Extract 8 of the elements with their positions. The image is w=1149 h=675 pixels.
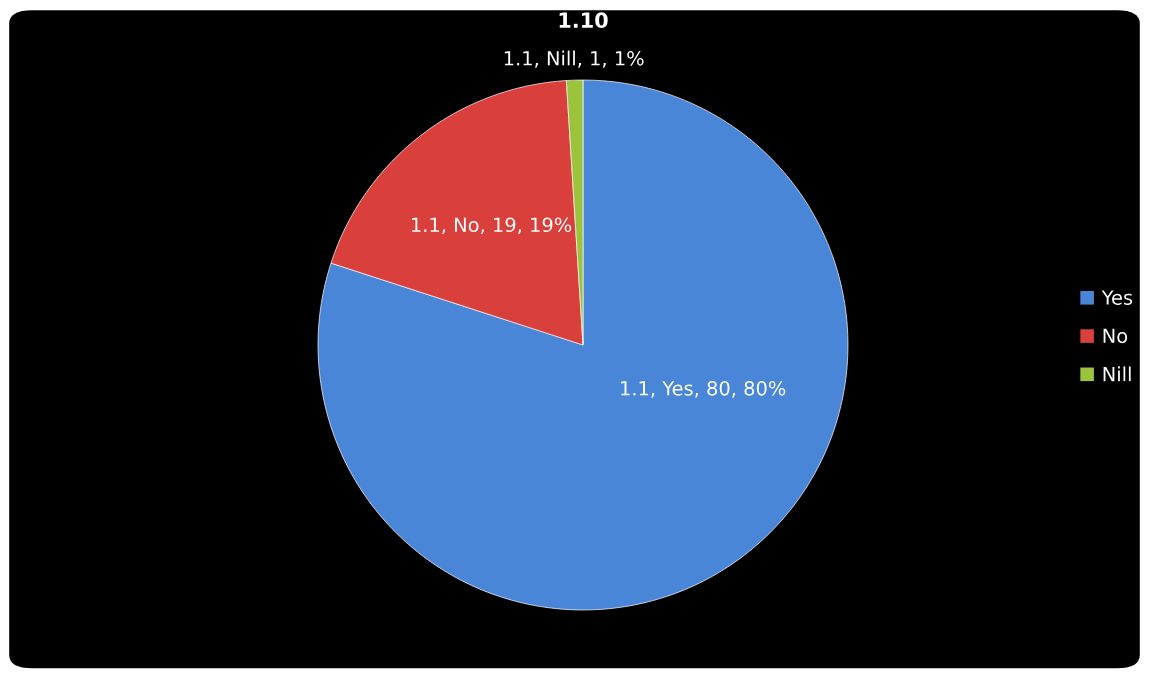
data-label: 1.1, No, 19, 19%	[412, 217, 572, 235]
legend-label: No	[1103, 328, 1128, 344]
data-label: 1.1, Nill, 1, 1%	[504, 50, 644, 68]
legend-label: Yes	[1101, 290, 1133, 305]
pie-slice	[317, 79, 849, 611]
legend-label: Nill	[1103, 366, 1131, 382]
data-label: 1.1, Yes, 80, 80%	[621, 380, 786, 398]
chart-title: 1.10	[559, 12, 608, 29]
